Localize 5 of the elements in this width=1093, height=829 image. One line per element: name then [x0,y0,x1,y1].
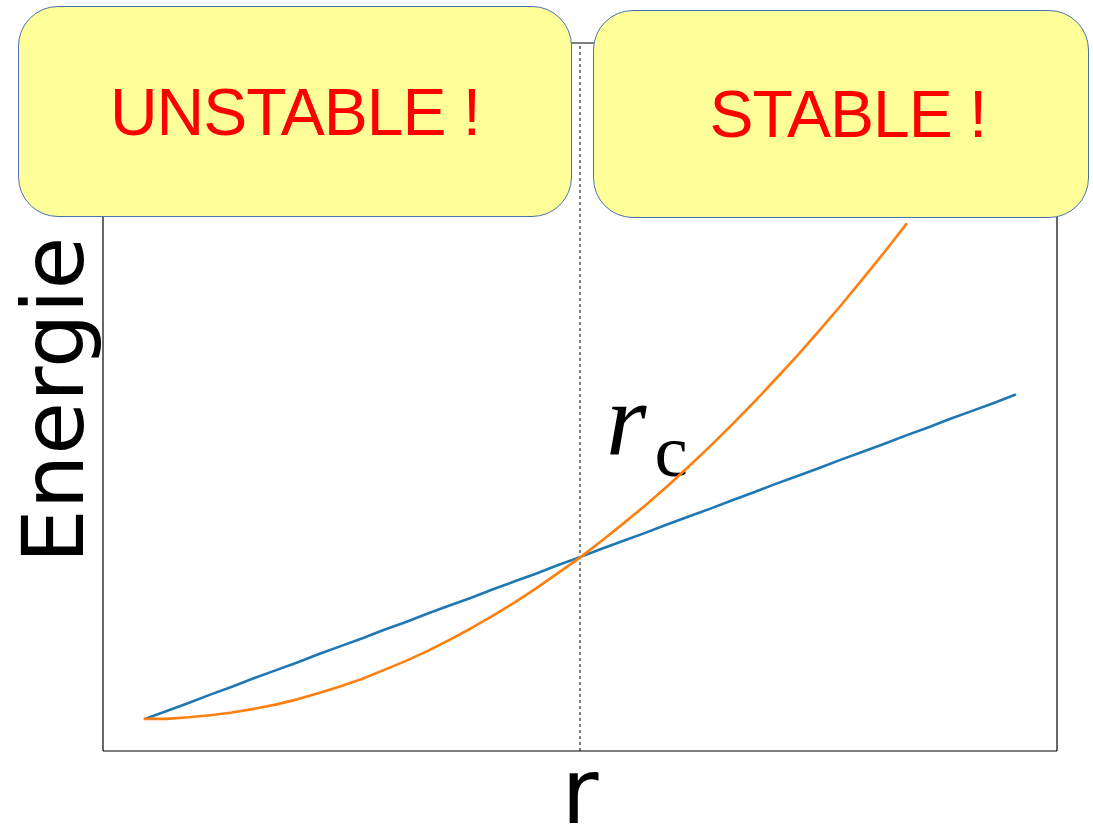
x-axis-title: r [561,739,599,829]
callout-box: STABLE ! [593,10,1089,218]
y-axis-title: Energie [3,236,103,564]
callout-box: UNSTABLE ! [18,6,572,217]
annotation: r$_{c}$ [606,362,688,492]
